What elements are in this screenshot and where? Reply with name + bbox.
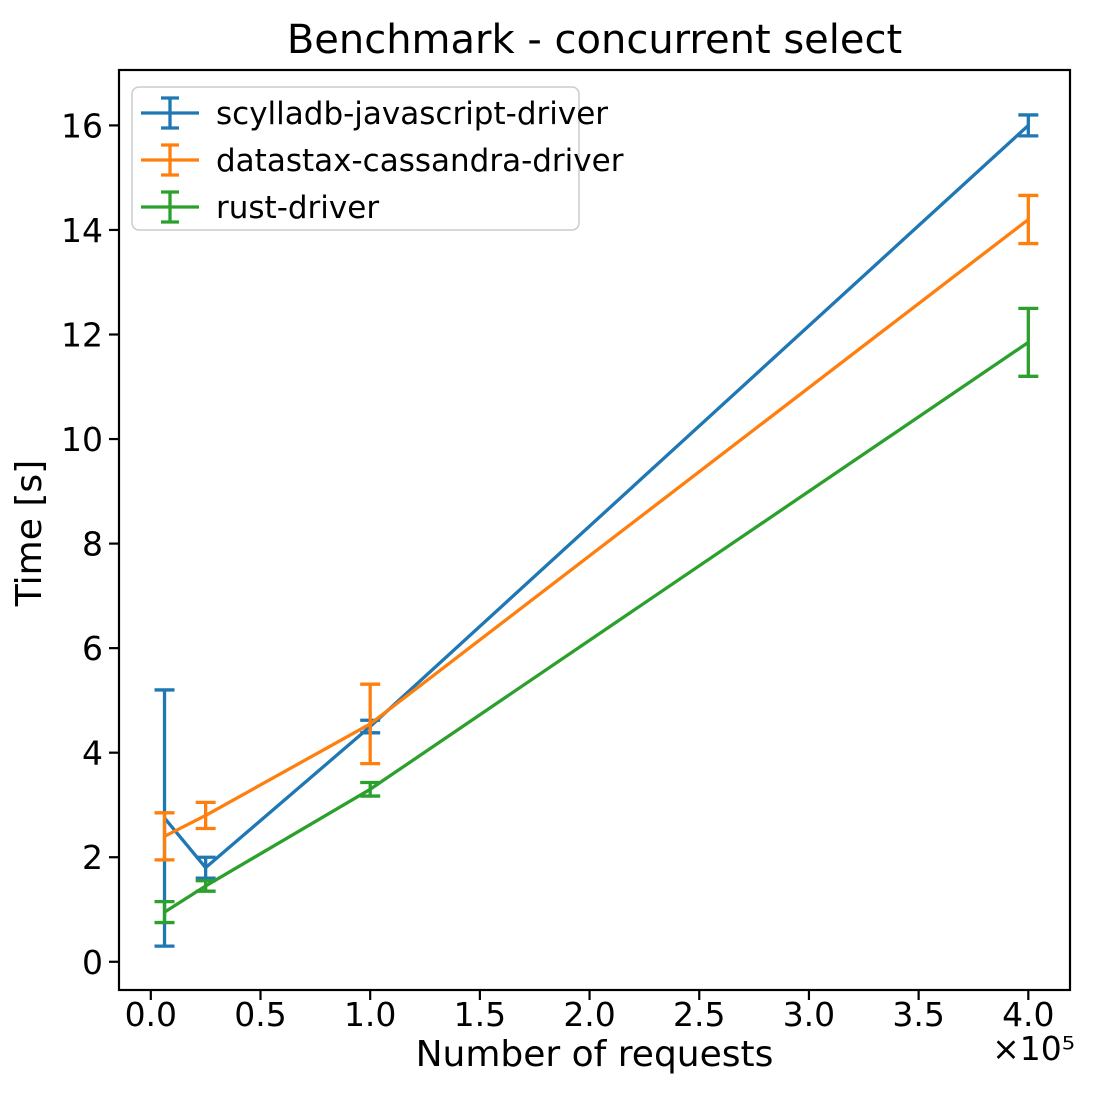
y-tick-label: 8 <box>82 525 103 564</box>
series-line-datastax-cassandra-driver <box>163 218 1030 838</box>
y-tick-label: 4 <box>82 734 103 773</box>
x-axis-label: Number of requests <box>415 1034 774 1075</box>
x-tick-label: 0.0 <box>125 995 177 1034</box>
legend-item-label: datastax-cassandra-driver <box>216 143 624 179</box>
x-tick-label: 1.0 <box>344 995 396 1034</box>
plot-frame <box>117 68 1072 992</box>
legend-item-label: rust-driver <box>216 190 379 226</box>
y-tick-label: 12 <box>61 316 103 355</box>
x-tick-label: 2.0 <box>563 995 615 1034</box>
y-tick-label: 14 <box>61 211 103 250</box>
x-tick-label: 4.0 <box>1002 995 1054 1034</box>
series-line-scylladb-javascript-driver <box>163 124 1030 870</box>
x-tick-label: 1.5 <box>454 995 506 1034</box>
x-axis-offset-label: ×10⁵ <box>992 1029 1075 1068</box>
y-tick-label: 6 <box>82 629 103 668</box>
y-tick-label: 0 <box>82 943 103 982</box>
y-tick-label: 2 <box>82 838 103 877</box>
y-tick-label: 10 <box>61 420 103 459</box>
x-tick-label: 2.5 <box>673 995 725 1034</box>
legend-item-label: scylladb-javascript-driver <box>216 96 608 132</box>
y-tick-label: 16 <box>61 106 103 145</box>
chart-title: Benchmark - concurrent select <box>286 17 903 63</box>
x-tick-label: 3.0 <box>783 995 835 1034</box>
series-line-rust-driver <box>163 340 1030 914</box>
legend-box <box>131 86 580 231</box>
x-tick-label: 3.5 <box>892 995 944 1034</box>
x-tick-label: 0.5 <box>234 995 286 1034</box>
